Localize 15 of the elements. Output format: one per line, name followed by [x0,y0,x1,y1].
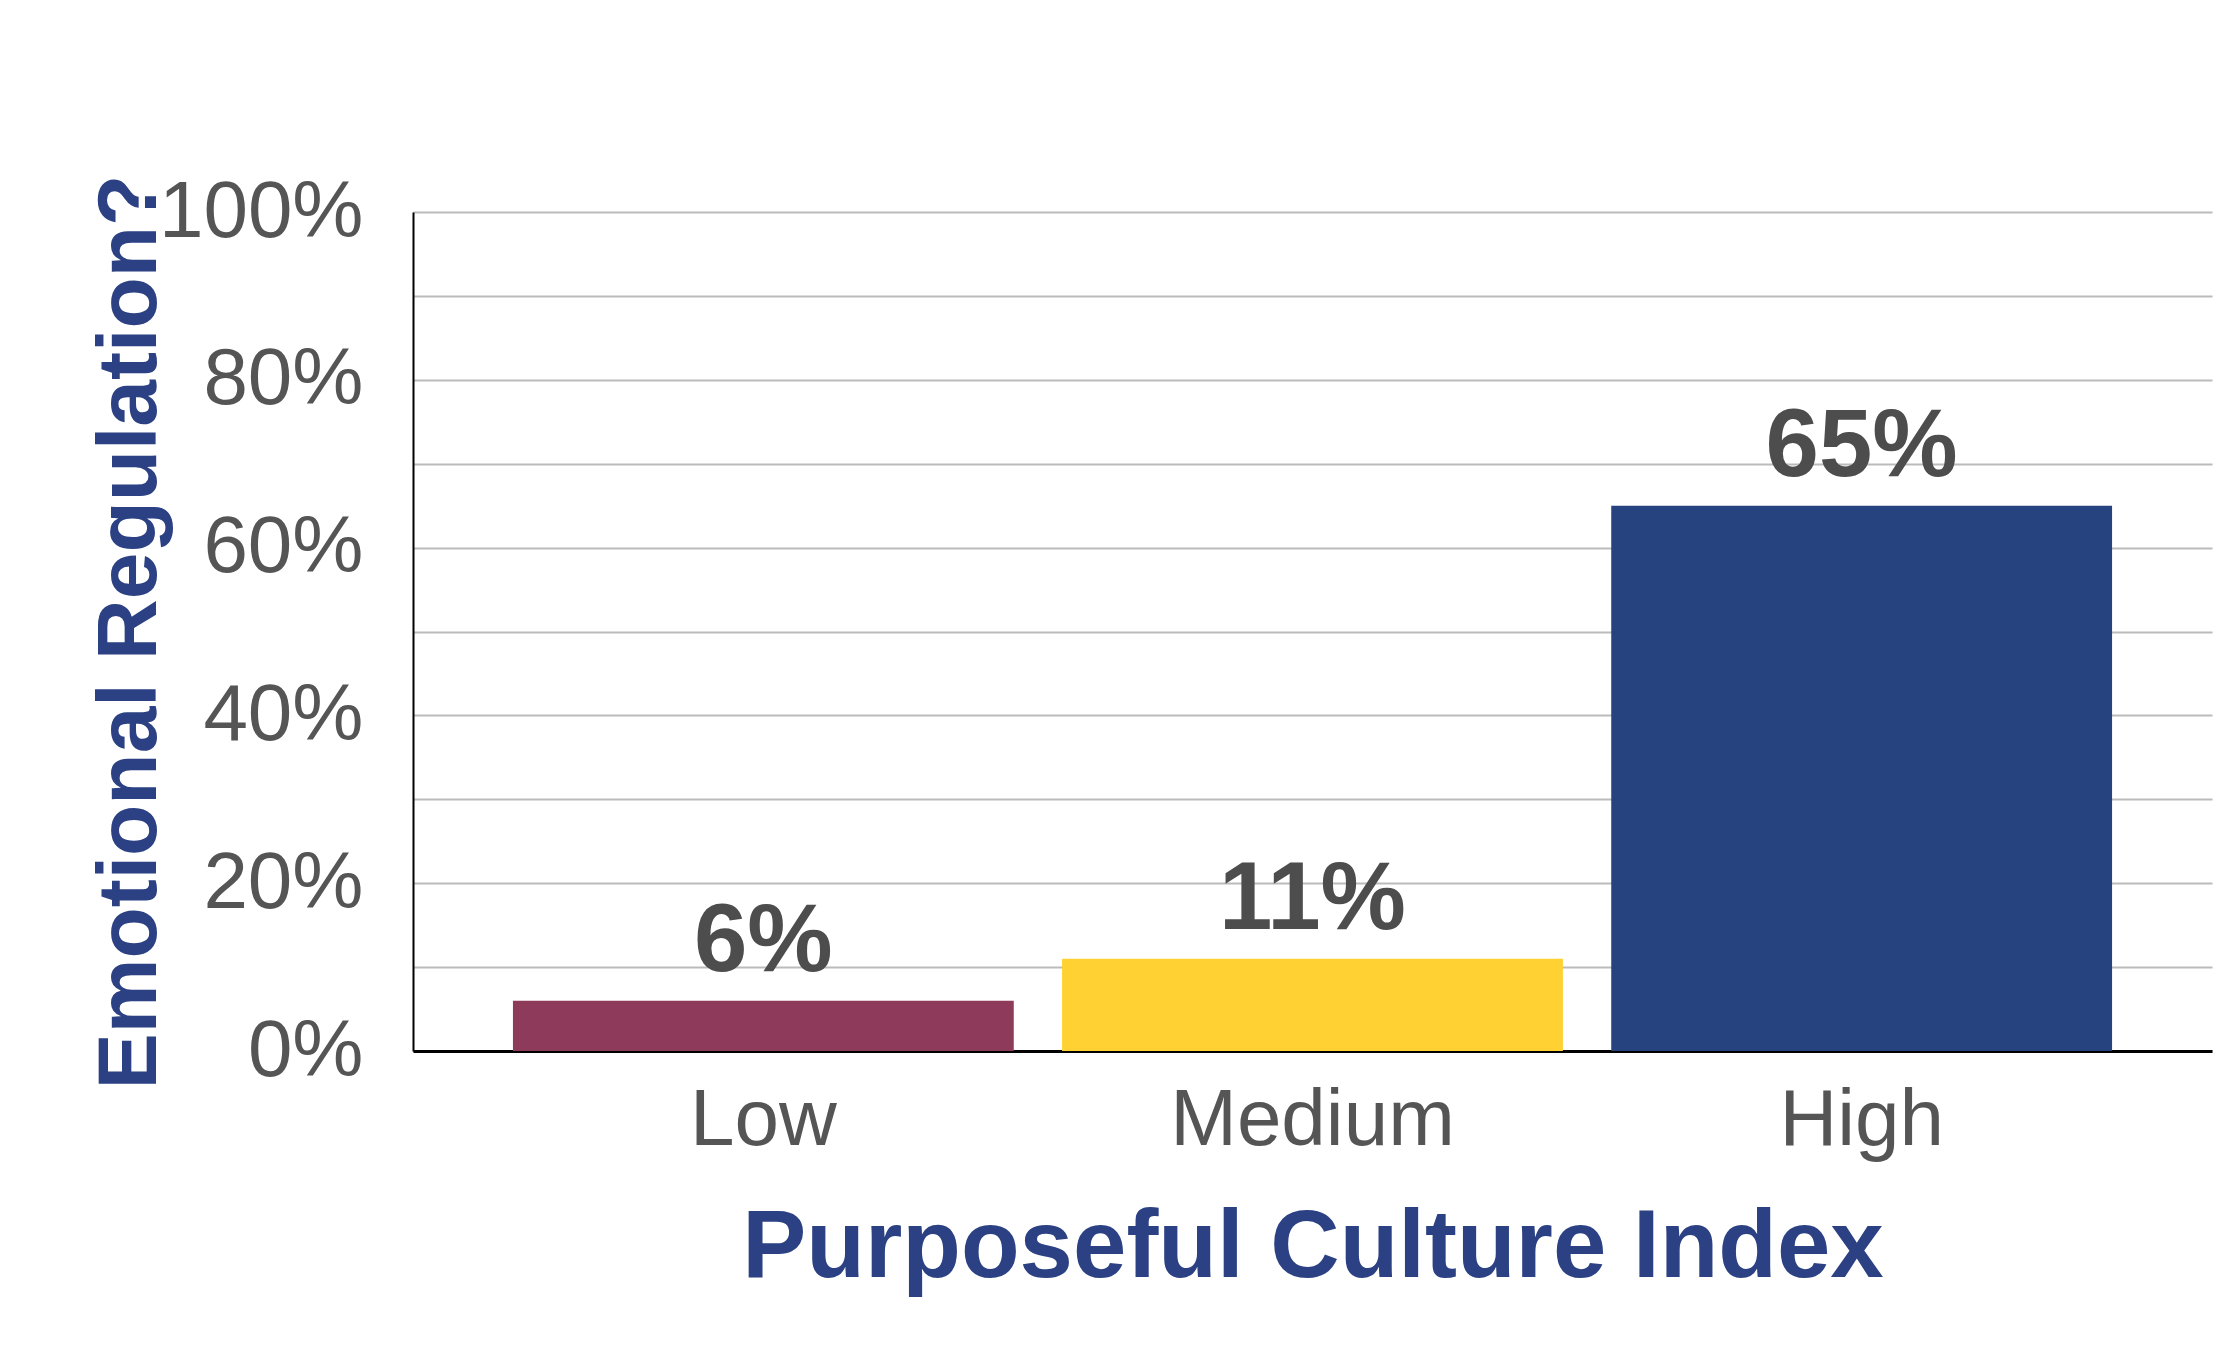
y-tick-label: 40% [203,667,364,757]
y-tick-label: 20% [203,835,364,925]
data-label: 6% [693,883,833,991]
x-tick-label: Low [689,1072,837,1162]
data-label: 11% [1219,841,1406,949]
x-tick-label: Medium [1170,1072,1455,1162]
bar [512,1000,1014,1051]
y-tick-label: 0% [247,1003,364,1093]
x-tick-label: High [1779,1072,1944,1162]
bar [1062,958,1563,1051]
x-axis-title: Purposeful Culture Index [742,1189,1884,1297]
data-label: 65% [1765,388,1958,496]
bar [1611,505,2113,1051]
y-tick-label: 60% [203,500,364,590]
y-tick-label: 80% [203,332,364,422]
